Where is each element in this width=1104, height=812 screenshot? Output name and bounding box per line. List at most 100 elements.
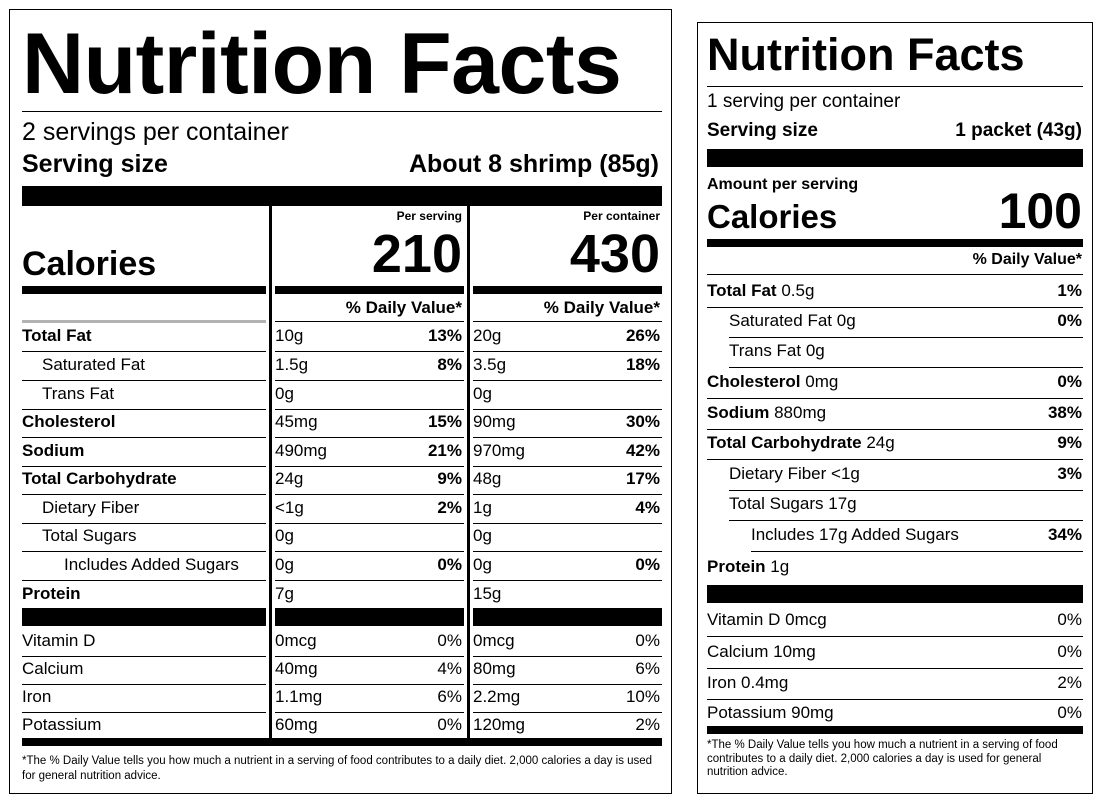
right-nutrient-name: Saturated Fat	[729, 311, 833, 330]
left-per-serving-heading: Per serving	[396, 209, 462, 223]
right-amount-per-serving: Amount per serving	[707, 176, 859, 193]
left-vitamin-name: Calcium	[22, 659, 84, 678]
right-serving-size-label: Serving size	[707, 120, 818, 141]
left-footnote: *The % Daily Value tells you how much a …	[22, 755, 653, 782]
right-nutrient-dv: 3%	[1057, 464, 1082, 483]
left-container-dv: 30%	[625, 412, 660, 431]
left-container-dv: 0%	[635, 555, 660, 574]
left-serving-amount: 10g	[275, 326, 304, 345]
left-nutrient-name: Saturated Fat	[42, 355, 146, 374]
right-nutrient-dv: 1%	[1057, 281, 1082, 300]
right-vitamin-name: Vitamin D	[707, 610, 781, 629]
left-vitamin-serving-amount: 60mg	[275, 715, 318, 734]
right-nutrient-name: Total Fat	[707, 281, 777, 300]
left-container-dv: 17%	[625, 469, 660, 488]
left-serving-amount: 45mg	[275, 412, 318, 431]
left-vitamin-container-dv: 6%	[635, 659, 660, 678]
left-servings-per-container: 2 servings per container	[22, 118, 289, 146]
right-nutrient-name: Total Sugars	[729, 494, 824, 513]
right-nutrient-amount: 0g	[805, 341, 825, 360]
right-nutrient-row: Protein 1g	[707, 555, 789, 579]
right-nutrient-row: Trans Fat 0g	[729, 339, 825, 363]
left-nutrient-name: Protein	[22, 584, 81, 603]
left-container-amount: 970mg	[473, 441, 525, 460]
left-serving-dv: 21%	[427, 441, 462, 460]
right-nutrient-amount: 24g	[866, 433, 895, 452]
left-vitamin-serving-dv: 6%	[437, 687, 462, 706]
left-nutrient-name: Dietary Fiber	[42, 498, 140, 517]
left-container-dv: 18%	[625, 355, 660, 374]
right-vitamin-name: Calcium	[707, 642, 769, 661]
left-container-amount: 48g	[473, 469, 502, 488]
right-nutrient-dv: 34%	[1047, 525, 1082, 544]
right-nutrient-amount: 0g	[836, 311, 856, 330]
right-nutrient-name: Includes 17g Added Sugars	[751, 525, 959, 544]
left-nutrient-name: Includes Added Sugars	[64, 555, 239, 574]
left-vitamin-container-dv: 10%	[625, 687, 660, 706]
left-serving-amount: 1.5g	[275, 355, 309, 374]
left-serving-amount: 0g	[275, 526, 294, 545]
right-nutrient-row: Total Fat 0.5g	[707, 279, 814, 303]
right-nutrient-dv: 9%	[1057, 433, 1082, 452]
left-serving-amount: 490mg	[275, 441, 327, 460]
left-nutrient-name: Trans Fat	[42, 384, 115, 403]
left-container-dv: 26%	[625, 326, 660, 345]
left-nutrient-name: Total Carbohydrate	[22, 469, 177, 488]
left-dv-heading-serving: % Daily Value*	[345, 298, 462, 317]
right-vitamin-dv: 0%	[1057, 642, 1082, 661]
right-nutrient-row: Includes 17g Added Sugars	[751, 523, 959, 547]
left-nutrient-name: Total Fat	[22, 326, 92, 345]
left-nutrient-name: Sodium	[22, 441, 85, 460]
left-per-container-heading: Per container	[583, 209, 660, 223]
right-vitamin-amount: 90mg	[791, 703, 834, 722]
left-serving-dv: 8%	[437, 355, 462, 374]
left-container-amount: 0g	[473, 384, 492, 403]
left-calories-per-container: 430	[569, 224, 660, 284]
left-vitamin-serving-amount: 1.1mg	[275, 687, 323, 706]
right-nutrient-amount: 1g	[770, 557, 790, 576]
right-nutrient-dv: 38%	[1047, 403, 1082, 422]
left-serving-dv: 9%	[437, 469, 462, 488]
right-vitamin-row: Calcium 10mg	[707, 640, 816, 664]
left-vitamin-name: Vitamin D	[22, 631, 96, 650]
right-nutrient-name: Protein	[707, 557, 766, 576]
left-calories-label: Calories	[22, 245, 157, 283]
left-vitamin-container-dv: 2%	[635, 715, 660, 734]
left-vitamin-container-amount: 0mcg	[473, 631, 515, 650]
right-nutrition-label: Nutrition Facts 1 serving per container …	[697, 22, 1093, 794]
right-nutrient-amount: 0.5g	[781, 281, 815, 300]
left-vitamin-serving-amount: 40mg	[275, 659, 318, 678]
right-nutrient-name: Total Carbohydrate	[707, 433, 862, 452]
right-nutrient-row: Total Sugars 17g	[729, 492, 857, 516]
left-container-amount: 20g	[473, 326, 502, 345]
right-nutrient-name: Trans Fat	[729, 341, 802, 360]
left-calories-per-serving: 210	[371, 224, 462, 284]
left-vitamin-container-amount: 80mg	[473, 659, 516, 678]
left-container-amount: 3.5g	[473, 355, 507, 374]
right-nutrient-amount: 0mg	[805, 372, 839, 391]
left-vitamin-name: Potassium	[22, 715, 102, 734]
left-vitamin-container-dv: 0%	[635, 631, 660, 650]
left-container-dv: 4%	[635, 498, 660, 517]
left-container-amount: 15g	[473, 584, 502, 603]
right-vitamin-name: Potassium	[707, 703, 787, 722]
left-nutrition-label: Nutrition Facts 2 servings per container…	[9, 9, 672, 794]
right-nutrient-dv: 0%	[1057, 311, 1082, 330]
left-serving-dv: 13%	[427, 326, 462, 345]
right-vitamin-row: Vitamin D 0mcg	[707, 608, 827, 632]
right-title: Nutrition Facts	[707, 29, 1025, 80]
left-dv-heading-container: % Daily Value*	[543, 298, 660, 317]
right-nutrient-amount: <1g	[831, 464, 860, 483]
right-calories-value: 100	[998, 183, 1082, 239]
left-vitamin-name: Iron	[22, 687, 52, 706]
left-container-dv: 42%	[625, 441, 660, 460]
right-nutrient-amount: 17g	[828, 494, 857, 513]
right-nutrient-row: Total Carbohydrate 24g	[707, 431, 895, 455]
left-serving-dv: 15%	[427, 412, 462, 431]
right-nutrient-row: Saturated Fat 0g	[729, 309, 856, 333]
left-title: Nutrition Facts	[22, 16, 622, 112]
left-vitamin-container-amount: 120mg	[473, 715, 525, 734]
left-serving-dv: 2%	[437, 498, 462, 517]
right-nutrient-dv: 0%	[1057, 372, 1082, 391]
left-serving-amount: 0g	[275, 555, 294, 574]
